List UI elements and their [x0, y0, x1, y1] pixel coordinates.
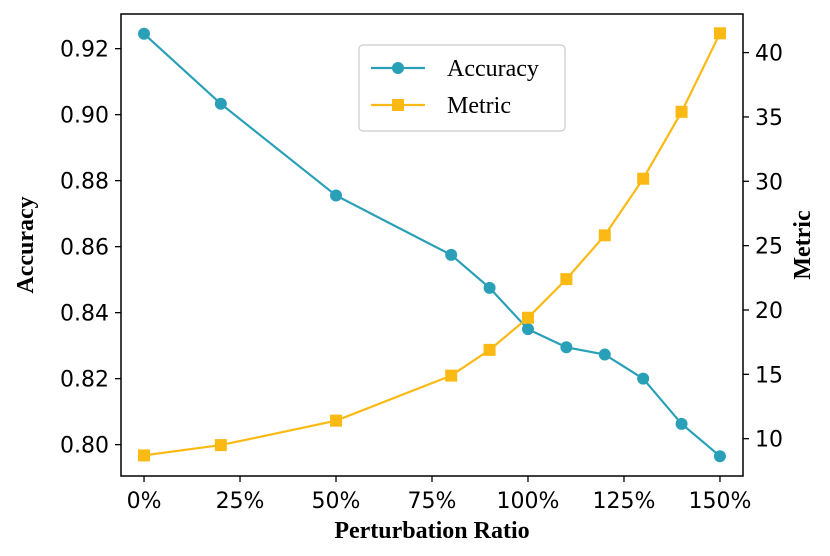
- right-y-tick-label: 30: [755, 170, 783, 195]
- data-point-accuracy: [521, 323, 534, 336]
- right-y-axis-title: Metric: [790, 210, 816, 280]
- legend-label-metric: Metric: [447, 93, 511, 119]
- series-accuracy: [138, 27, 726, 463]
- data-point-metric: [637, 172, 650, 185]
- x-tick-label: 50%: [312, 489, 361, 514]
- left-y-axis-title: Accuracy: [13, 196, 39, 293]
- data-point-metric: [713, 27, 726, 40]
- x-tick-label: 100%: [497, 489, 560, 514]
- data-point-accuracy: [330, 189, 343, 202]
- data-point-metric: [598, 229, 611, 242]
- right-y-tick-label: 20: [755, 299, 783, 324]
- data-point-metric: [138, 449, 151, 462]
- series-metric: [138, 27, 726, 462]
- data-point-accuracy: [598, 348, 611, 361]
- right-y-tick-label: 25: [755, 235, 783, 260]
- data-point-accuracy: [138, 27, 151, 40]
- legend-marker-metric: [392, 99, 404, 111]
- data-point-accuracy: [483, 281, 496, 294]
- x-tick-label: 75%: [408, 489, 457, 514]
- right-y-tick-label: 40: [755, 42, 783, 67]
- data-point-accuracy: [445, 248, 458, 261]
- data-point-accuracy: [560, 341, 573, 354]
- x-tick-label: 25%: [216, 489, 265, 514]
- right-y-tick-label: 35: [755, 106, 783, 131]
- x-axis-title: Perturbation Ratio: [334, 518, 529, 544]
- left-y-tick-label: 0.92: [60, 38, 109, 63]
- data-point-accuracy: [214, 97, 227, 110]
- legend: Accuracy Metric: [358, 44, 566, 132]
- data-point-accuracy: [675, 417, 688, 430]
- data-point-accuracy: [637, 372, 650, 385]
- x-tick-label: 150%: [689, 489, 752, 514]
- left-y-tick-label: 0.86: [60, 236, 109, 261]
- left-y-tick-label: 0.80: [60, 434, 109, 459]
- data-point-metric: [330, 414, 343, 427]
- legend-marker-accuracy: [392, 62, 404, 74]
- left-y-tick-label: 0.88: [60, 170, 109, 195]
- data-point-accuracy: [713, 450, 726, 463]
- left-y-tick-label: 0.84: [60, 302, 109, 327]
- data-point-metric: [483, 343, 496, 356]
- data-point-metric: [560, 273, 573, 286]
- right-y-tick-label: 15: [755, 363, 783, 388]
- left-y-tick-label: 0.82: [60, 368, 109, 393]
- x-tick-label: 0%: [127, 489, 162, 514]
- data-point-metric: [214, 439, 227, 452]
- data-point-metric: [521, 311, 534, 324]
- left-y-tick-label: 0.90: [60, 104, 109, 129]
- data-point-metric: [445, 369, 458, 382]
- legend-box: [358, 44, 566, 132]
- right-y-tick-label: 10: [755, 428, 783, 453]
- legend-label-accuracy: Accuracy: [447, 56, 539, 82]
- x-tick-label: 125%: [593, 489, 656, 514]
- data-point-metric: [675, 105, 688, 118]
